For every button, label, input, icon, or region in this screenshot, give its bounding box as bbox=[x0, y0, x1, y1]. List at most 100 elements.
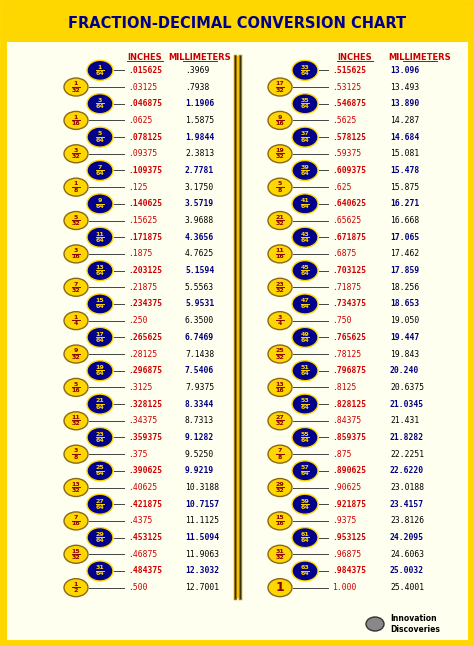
Text: .4375: .4375 bbox=[128, 516, 152, 525]
Text: 17.859: 17.859 bbox=[390, 266, 419, 275]
Text: 32: 32 bbox=[275, 221, 284, 226]
Text: .375: .375 bbox=[128, 450, 147, 459]
Text: 64: 64 bbox=[301, 371, 310, 376]
Text: .8125: .8125 bbox=[332, 383, 356, 392]
Text: 32: 32 bbox=[72, 421, 81, 426]
Text: 24.6063: 24.6063 bbox=[390, 550, 424, 559]
Text: 57: 57 bbox=[301, 465, 310, 470]
Text: 21: 21 bbox=[96, 399, 104, 403]
Text: 19.447: 19.447 bbox=[390, 333, 419, 342]
Text: 32: 32 bbox=[72, 555, 81, 560]
Text: 32: 32 bbox=[72, 355, 81, 360]
Text: 64: 64 bbox=[301, 404, 310, 410]
Text: 10.7157: 10.7157 bbox=[185, 500, 219, 508]
Text: 2.7781: 2.7781 bbox=[185, 166, 214, 175]
Text: .390625: .390625 bbox=[128, 466, 162, 475]
Ellipse shape bbox=[292, 194, 318, 214]
Text: .453125: .453125 bbox=[128, 533, 162, 542]
Ellipse shape bbox=[64, 211, 88, 229]
Text: 19.843: 19.843 bbox=[390, 349, 419, 359]
Text: 1.1906: 1.1906 bbox=[185, 99, 214, 109]
Text: 63: 63 bbox=[301, 565, 310, 570]
Ellipse shape bbox=[87, 394, 113, 414]
Text: 31: 31 bbox=[96, 565, 104, 570]
Text: 16: 16 bbox=[72, 255, 81, 260]
Text: .953125: .953125 bbox=[332, 533, 366, 542]
Ellipse shape bbox=[87, 260, 113, 280]
Text: 32: 32 bbox=[72, 87, 81, 92]
Text: 19: 19 bbox=[275, 148, 284, 153]
Text: .046875: .046875 bbox=[128, 99, 162, 109]
Text: .796875: .796875 bbox=[332, 366, 366, 375]
Text: .703125: .703125 bbox=[332, 266, 366, 275]
Text: 16: 16 bbox=[275, 388, 284, 393]
Text: 9: 9 bbox=[278, 115, 282, 120]
Text: 8.3344: 8.3344 bbox=[185, 400, 214, 408]
Text: 15.875: 15.875 bbox=[390, 183, 419, 192]
Text: 1: 1 bbox=[74, 182, 78, 187]
Text: 16: 16 bbox=[275, 521, 284, 526]
Ellipse shape bbox=[87, 227, 113, 247]
Text: 3: 3 bbox=[74, 448, 78, 453]
Text: .546875: .546875 bbox=[332, 99, 366, 109]
Text: 32: 32 bbox=[275, 421, 284, 426]
FancyBboxPatch shape bbox=[6, 4, 468, 42]
Text: 17: 17 bbox=[96, 331, 104, 337]
Text: 17: 17 bbox=[275, 81, 284, 87]
Text: .7938: .7938 bbox=[185, 83, 210, 92]
Text: MILLIMETERS: MILLIMETERS bbox=[389, 54, 451, 63]
Text: 15: 15 bbox=[96, 298, 104, 303]
Text: 25.4001: 25.4001 bbox=[390, 583, 424, 592]
Text: 32: 32 bbox=[72, 154, 81, 160]
Ellipse shape bbox=[268, 445, 292, 463]
Text: 64: 64 bbox=[301, 71, 310, 76]
Text: .6875: .6875 bbox=[332, 249, 356, 258]
Text: 1.000: 1.000 bbox=[332, 583, 356, 592]
Ellipse shape bbox=[268, 512, 292, 530]
Text: 24.2095: 24.2095 bbox=[390, 533, 424, 542]
Text: 10.3188: 10.3188 bbox=[185, 483, 219, 492]
Text: 29: 29 bbox=[96, 532, 104, 537]
Text: 3.1750: 3.1750 bbox=[185, 183, 214, 192]
Text: .875: .875 bbox=[332, 450, 352, 459]
Text: 16: 16 bbox=[72, 521, 81, 526]
Ellipse shape bbox=[292, 528, 318, 548]
Text: 3: 3 bbox=[98, 98, 102, 103]
Ellipse shape bbox=[64, 145, 88, 163]
Text: 16: 16 bbox=[275, 121, 284, 126]
Text: 16: 16 bbox=[72, 388, 81, 393]
Text: .265625: .265625 bbox=[128, 333, 162, 342]
Text: 15: 15 bbox=[275, 516, 284, 520]
Text: 64: 64 bbox=[96, 404, 104, 410]
Text: .96875: .96875 bbox=[332, 550, 361, 559]
Text: 11.9063: 11.9063 bbox=[185, 550, 219, 559]
Text: .515625: .515625 bbox=[332, 66, 366, 75]
Text: 64: 64 bbox=[301, 538, 310, 543]
Text: .625: .625 bbox=[332, 183, 352, 192]
Text: 32: 32 bbox=[72, 287, 81, 293]
Text: .40625: .40625 bbox=[128, 483, 157, 492]
Text: 31: 31 bbox=[275, 548, 284, 554]
Ellipse shape bbox=[268, 178, 292, 196]
Ellipse shape bbox=[292, 60, 318, 80]
Text: .09375: .09375 bbox=[128, 149, 157, 158]
Text: .34375: .34375 bbox=[128, 416, 157, 425]
Text: INCHES: INCHES bbox=[128, 54, 162, 63]
Text: 64: 64 bbox=[301, 505, 310, 510]
Text: 1: 1 bbox=[275, 581, 284, 594]
Text: 64: 64 bbox=[301, 104, 310, 109]
Text: 3.5719: 3.5719 bbox=[185, 200, 214, 209]
Text: MILLIMETERS: MILLIMETERS bbox=[169, 54, 231, 63]
Text: .734375: .734375 bbox=[332, 300, 366, 309]
Ellipse shape bbox=[87, 94, 113, 114]
Text: .671875: .671875 bbox=[332, 233, 366, 242]
Text: 1.9844: 1.9844 bbox=[185, 132, 214, 141]
Text: 17.462: 17.462 bbox=[390, 249, 419, 258]
Text: 37: 37 bbox=[301, 131, 310, 136]
Ellipse shape bbox=[87, 528, 113, 548]
Text: 32: 32 bbox=[275, 87, 284, 92]
Text: 27: 27 bbox=[96, 499, 104, 503]
Ellipse shape bbox=[87, 360, 113, 380]
Text: 7: 7 bbox=[278, 448, 282, 453]
Ellipse shape bbox=[64, 412, 88, 430]
